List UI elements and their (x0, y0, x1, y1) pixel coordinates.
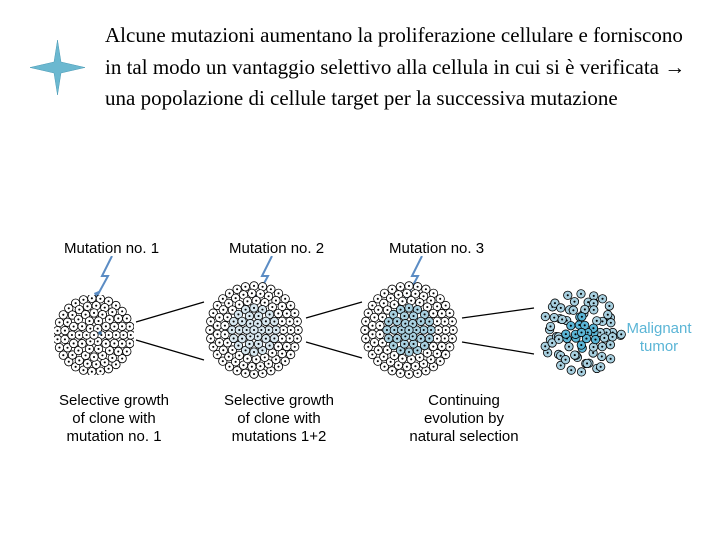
description-text: Alcune mutazioni aumentano la proliferaz… (105, 20, 690, 115)
label-line: Continuing (428, 392, 500, 409)
stage-label-3: Continuing evolution by natural selectio… (394, 392, 534, 446)
stage-label-1: Selective growth of clone with mutation … (49, 392, 179, 446)
label-line: Selective growth (224, 392, 334, 409)
mutation-diagram: Mutation no. 1 Mutation no. 2 Mutation n… (24, 240, 696, 420)
star-bullet-icon (30, 40, 85, 100)
label-line: mutations 1+2 (232, 428, 327, 445)
label-line: Selective growth (59, 392, 169, 409)
malignant-tumor-label: Malignant tumor (619, 320, 699, 356)
label-line: tumor (640, 338, 678, 355)
label-line: Malignant (626, 320, 691, 337)
label-line: natural selection (409, 428, 518, 445)
stage-label-2: Selective growth of clone with mutations… (214, 392, 344, 446)
label-line: of clone with (237, 410, 320, 427)
label-line: mutation no. 1 (66, 428, 161, 445)
label-line: evolution by (424, 410, 504, 427)
label-line: of clone with (72, 410, 155, 427)
